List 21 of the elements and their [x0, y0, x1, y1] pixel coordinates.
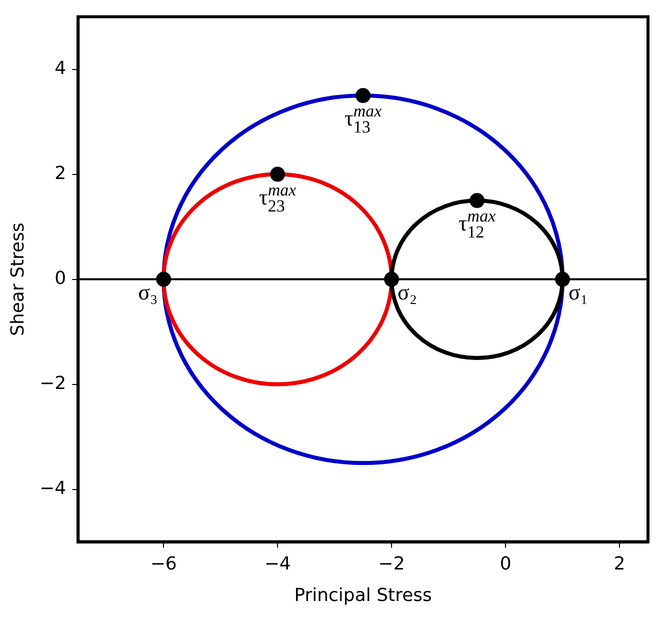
x-tick-label: −4 [264, 553, 291, 574]
x-axis-title: Principal Stress [294, 584, 432, 606]
point [156, 272, 172, 287]
point [270, 166, 286, 182]
point [555, 272, 570, 287]
annotation: σ₃ [138, 279, 158, 304]
point [470, 193, 485, 208]
x-tick-label: −2 [378, 553, 405, 574]
x-tick-label: 0 [500, 553, 512, 574]
y-tick-label: 0 [54, 268, 66, 289]
point [384, 272, 400, 287]
x-tick-label: −6 [150, 553, 177, 574]
y-tick-label: 2 [54, 162, 66, 184]
y-tick-label: −4 [40, 478, 66, 499]
annotation: σ₂ [398, 279, 418, 304]
y-tick-label: −2 [40, 372, 66, 394]
annotation: σ₁ [568, 279, 588, 304]
y-axis-title: Shear Stress [7, 222, 28, 336]
x-tick-label: 2 [614, 553, 626, 574]
point [356, 88, 371, 104]
y-tick-label: 4 [54, 58, 66, 79]
